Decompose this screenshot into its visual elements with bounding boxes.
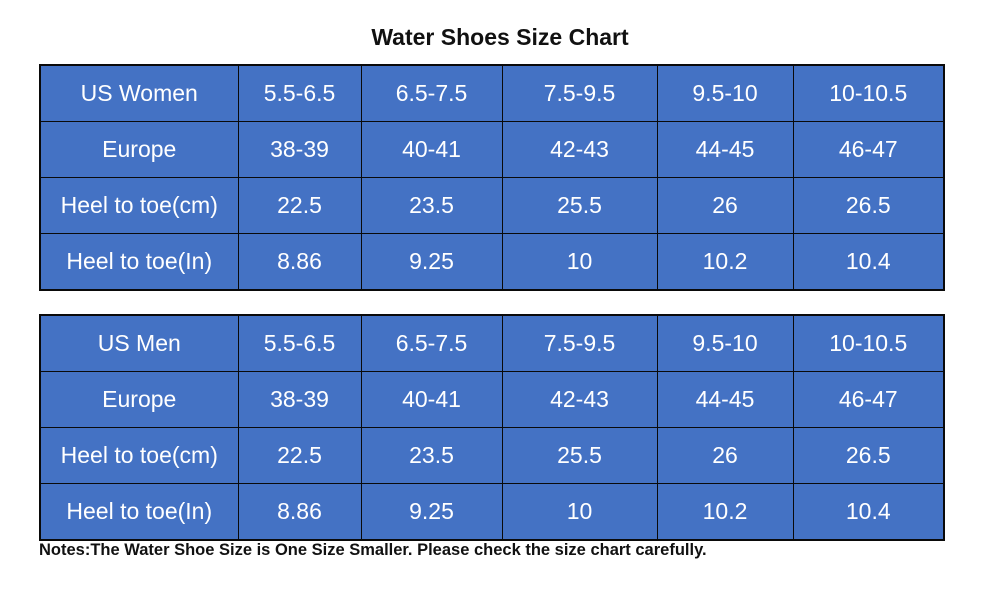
men-size-table: US Men 5.5-6.5 6.5-7.5 7.5-9.5 9.5-10 10… xyxy=(39,314,945,541)
table-cell: 26.5 xyxy=(792,177,945,234)
table-cell: 5.5-6.5 xyxy=(237,314,362,372)
table-cell: 40-41 xyxy=(360,371,503,428)
table-row: Heel to toe(cm) 22.5 23.5 25.5 26 26.5 xyxy=(39,427,945,484)
row-header-heel-to-toe-in: Heel to toe(In) xyxy=(39,233,239,291)
table-cell: 10.4 xyxy=(792,483,945,541)
table-row: US Men 5.5-6.5 6.5-7.5 7.5-9.5 9.5-10 10… xyxy=(39,314,945,372)
table-cell: 10.4 xyxy=(792,233,945,291)
table-cell: 23.5 xyxy=(360,177,503,234)
page-title: Water Shoes Size Chart xyxy=(371,24,629,50)
table-cell: 7.5-9.5 xyxy=(501,64,658,122)
table-cell: 6.5-7.5 xyxy=(360,314,503,372)
table-cell: 9.5-10 xyxy=(656,64,794,122)
row-header-europe: Europe xyxy=(39,371,239,428)
table-cell: 10.2 xyxy=(656,483,794,541)
table-cell: 38-39 xyxy=(237,121,362,178)
table-cell: 10.2 xyxy=(656,233,794,291)
table-row: Heel to toe(In) 8.86 9.25 10 10.2 10.4 xyxy=(39,233,945,291)
table-cell: 5.5-6.5 xyxy=(237,64,362,122)
table-cell: 46-47 xyxy=(792,121,945,178)
women-size-table: US Women 5.5-6.5 6.5-7.5 7.5-9.5 9.5-10 … xyxy=(39,64,945,291)
table-cell: 26 xyxy=(656,177,794,234)
table-cell: 8.86 xyxy=(237,233,362,291)
table-cell: 44-45 xyxy=(656,121,794,178)
row-header-heel-to-toe-cm: Heel to toe(cm) xyxy=(39,427,239,484)
row-header-us-men: US Men xyxy=(39,314,239,372)
table-cell: 26.5 xyxy=(792,427,945,484)
table-cell: 44-45 xyxy=(656,371,794,428)
table-cell: 25.5 xyxy=(501,427,658,484)
table-cell: 40-41 xyxy=(360,121,503,178)
table-cell: 10 xyxy=(501,233,658,291)
table-cell: 8.86 xyxy=(237,483,362,541)
table-cell: 10-10.5 xyxy=(792,64,945,122)
row-header-heel-to-toe-cm: Heel to toe(cm) xyxy=(39,177,239,234)
table-cell: 26 xyxy=(656,427,794,484)
row-header-us-women: US Women xyxy=(39,64,239,122)
table-cell: 42-43 xyxy=(501,121,658,178)
table-cell: 38-39 xyxy=(237,371,362,428)
table-cell: 10-10.5 xyxy=(792,314,945,372)
table-row: Heel to toe(cm) 22.5 23.5 25.5 26 26.5 xyxy=(39,177,945,234)
table-cell: 22.5 xyxy=(237,427,362,484)
table-cell: 10 xyxy=(501,483,658,541)
table-cell: 9.25 xyxy=(360,483,503,541)
table-cell: 6.5-7.5 xyxy=(360,64,503,122)
table-cell: 46-47 xyxy=(792,371,945,428)
notes-text: Notes:The Water Shoe Size is One Size Sm… xyxy=(39,541,707,559)
row-header-heel-to-toe-in: Heel to toe(In) xyxy=(39,483,239,541)
table-cell: 9.5-10 xyxy=(656,314,794,372)
row-header-europe: Europe xyxy=(39,121,239,178)
table-row: Europe 38-39 40-41 42-43 44-45 46-47 xyxy=(39,121,945,178)
table-row: Heel to toe(In) 8.86 9.25 10 10.2 10.4 xyxy=(39,483,945,541)
table-cell: 22.5 xyxy=(237,177,362,234)
table-cell: 23.5 xyxy=(360,427,503,484)
table-cell: 25.5 xyxy=(501,177,658,234)
table-cell: 42-43 xyxy=(501,371,658,428)
table-cell: 9.25 xyxy=(360,233,503,291)
table-row: US Women 5.5-6.5 6.5-7.5 7.5-9.5 9.5-10 … xyxy=(39,64,945,122)
table-row: Europe 38-39 40-41 42-43 44-45 46-47 xyxy=(39,371,945,428)
table-cell: 7.5-9.5 xyxy=(501,314,658,372)
